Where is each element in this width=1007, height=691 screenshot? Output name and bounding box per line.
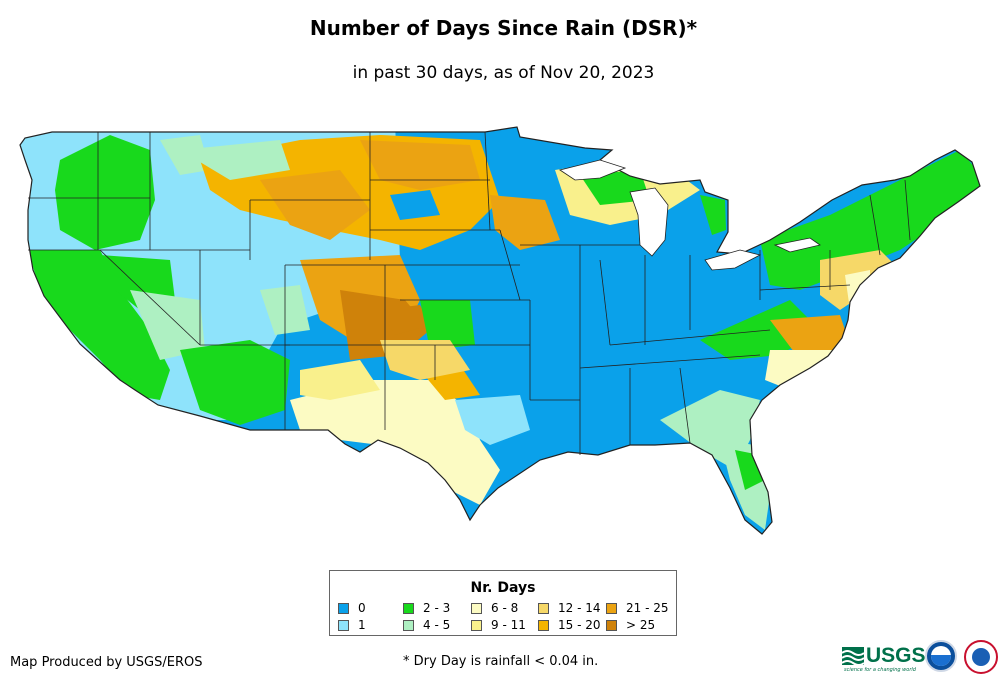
legend-label: 12 - 14: [558, 601, 601, 615]
legend-item: 6 - 8: [471, 602, 518, 615]
usgs-tagline: science for a changing world: [844, 667, 916, 673]
legend-swatch: [338, 620, 349, 631]
nws-logo-icon: [964, 640, 998, 674]
legend-label: 4 - 5: [423, 618, 451, 632]
legend-item: 21 - 25: [606, 602, 669, 615]
legend-swatch: [403, 603, 414, 614]
legend-item: 1: [338, 619, 366, 632]
legend-item: 15 - 20: [538, 619, 601, 632]
legend-item: 9 - 11: [471, 619, 526, 632]
legend-swatch: [403, 620, 414, 631]
map-credit: Map Produced by USGS/EROS: [10, 655, 203, 670]
legend-swatch: [471, 620, 482, 631]
legend-item: 2 - 3: [403, 602, 450, 615]
legend-item: 4 - 5: [403, 619, 450, 632]
days-since-rain-map: [19, 126, 981, 535]
legend-swatch: [606, 603, 617, 614]
noaa-logo-icon: [925, 640, 957, 672]
usgs-logo: USGS: [842, 644, 926, 668]
agency-logos: USGS science for a changing world: [842, 640, 1002, 680]
legend-item: > 25: [606, 619, 655, 632]
usgs-text: USGS: [866, 644, 926, 667]
legend-swatch: [338, 603, 349, 614]
legend-swatch: [606, 620, 617, 631]
legend-label: > 25: [626, 618, 656, 632]
legend-label: 15 - 20: [558, 618, 601, 632]
legend-item: 0: [338, 602, 366, 615]
legend-swatch: [538, 603, 549, 614]
map-subtitle: in past 30 days, as of Nov 20, 2023: [352, 63, 655, 83]
legend-label: 21 - 25: [626, 601, 669, 615]
legend-swatch: [471, 603, 482, 614]
usgs-wave-icon: [842, 647, 864, 666]
legend-label: 1: [358, 618, 366, 632]
legend-label: 2 - 3: [423, 601, 451, 615]
map-title: Number of Days Since Rain (DSR)*: [309, 16, 698, 40]
legend-item: 12 - 14: [538, 602, 601, 615]
dry-day-note: * Dry Day is rainfall < 0.04 in.: [403, 654, 599, 669]
legend-label: 0: [358, 601, 366, 615]
legend-label: 6 - 8: [491, 601, 519, 615]
legend: Nr. Days 0 1 2 - 3 4 - 5 6 - 8 9 - 11 12 - 14 1…: [329, 570, 677, 636]
legend-swatch: [538, 620, 549, 631]
legend-title: Nr. Days: [470, 580, 536, 596]
legend-label: 9 - 11: [491, 618, 526, 632]
